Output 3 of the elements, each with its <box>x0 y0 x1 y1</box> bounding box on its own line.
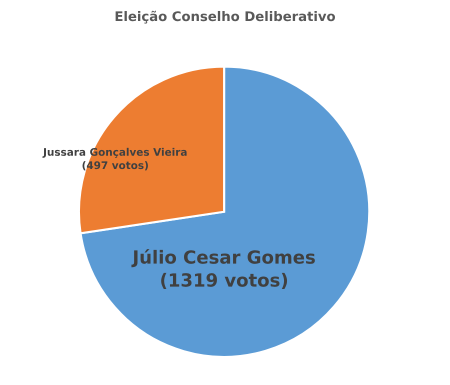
data-label: (1319 votos) <box>161 272 288 289</box>
slice-label: Júlio Cesar Gomes <box>131 249 315 268</box>
chart-title: Eleição Conselho Deliberativo <box>116 10 336 24</box>
